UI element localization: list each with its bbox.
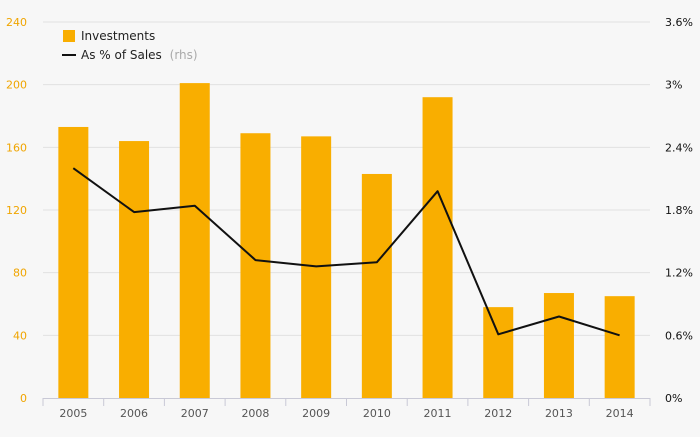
right-tick-label: 0.6% bbox=[665, 329, 693, 342]
right-tick-label: 3% bbox=[665, 79, 682, 92]
bar-investments-2005 bbox=[58, 127, 88, 398]
x-tick-label: 2010 bbox=[363, 407, 391, 420]
left-tick-label: 240 bbox=[6, 16, 27, 29]
bar-investments-2010 bbox=[362, 174, 392, 398]
bar-investments-2006 bbox=[119, 141, 149, 398]
x-tick-label: 2011 bbox=[424, 407, 452, 420]
legend-ratio-label: As % of Sales (rhs) bbox=[81, 48, 198, 62]
bar-investments-2007 bbox=[180, 83, 210, 398]
left-tick-label: 200 bbox=[6, 79, 27, 92]
right-tick-label: 3.6% bbox=[665, 16, 693, 29]
bar-investments-2011 bbox=[423, 97, 453, 398]
left-tick-label: 0 bbox=[20, 392, 27, 405]
legend-ratio-suffix: (rhs) bbox=[170, 48, 198, 62]
bar-investments-2013 bbox=[544, 293, 574, 398]
x-tick-label: 2007 bbox=[181, 407, 209, 420]
bar-investments-2008 bbox=[240, 133, 270, 398]
x-tick-label: 2009 bbox=[302, 407, 330, 420]
right-tick-label: 1.2% bbox=[665, 267, 693, 280]
right-tick-label: 1.8% bbox=[665, 204, 693, 217]
bar-investments-2012 bbox=[483, 307, 513, 398]
x-tick-label: 2013 bbox=[545, 407, 573, 420]
legend-ratio-name: As % of Sales bbox=[81, 48, 162, 62]
x-tick-label: 2005 bbox=[59, 407, 87, 420]
legend-investments-swatch bbox=[63, 30, 75, 42]
left-tick-label: 160 bbox=[6, 141, 27, 154]
x-tick-label: 2006 bbox=[120, 407, 148, 420]
right-tick-label: 2.4% bbox=[665, 141, 693, 154]
left-tick-label: 120 bbox=[6, 204, 27, 217]
x-tick-label: 2008 bbox=[241, 407, 269, 420]
x-tick-label: 2012 bbox=[484, 407, 512, 420]
bar-investments-2014 bbox=[605, 296, 635, 398]
left-tick-label: 80 bbox=[13, 267, 27, 280]
legend-investments-label: Investments bbox=[81, 29, 155, 43]
right-tick-label: 0% bbox=[665, 392, 682, 405]
left-tick-label: 40 bbox=[13, 329, 27, 342]
x-tick-label: 2014 bbox=[606, 407, 634, 420]
